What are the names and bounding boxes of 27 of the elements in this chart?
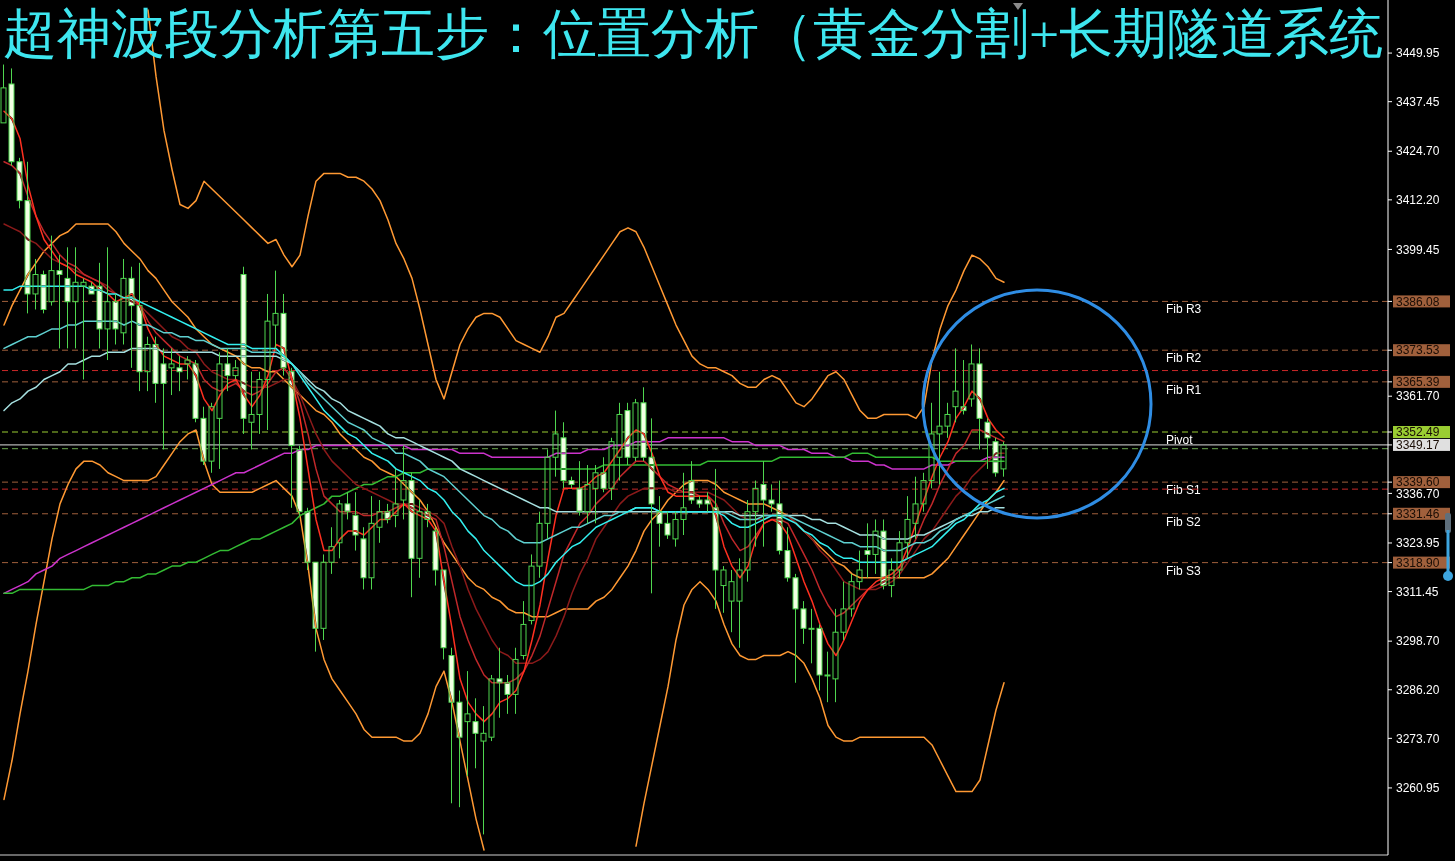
ref-line-label: Fib R2 xyxy=(1165,351,1202,366)
y-tick-label: 3260.95 xyxy=(1396,781,1440,796)
y-tick-label: 3323.95 xyxy=(1396,536,1440,551)
ref-line-label: Fib S2 xyxy=(1165,514,1201,529)
y-tick-label: 3386.08 xyxy=(1396,294,1440,309)
y-tick-label: 3449.95 xyxy=(1396,46,1440,61)
y-tick-label: 3331.46 xyxy=(1396,506,1440,521)
ref-line-label: Fib S3 xyxy=(1165,563,1201,578)
y-tick-label: 3424.70 xyxy=(1396,144,1440,159)
y-tick-label: 3273.70 xyxy=(1396,731,1440,746)
ref-line-label: Fib S1 xyxy=(1165,483,1201,498)
ref-line-label: Fib R1 xyxy=(1165,382,1202,397)
y-tick-label: 3352.49 xyxy=(1396,425,1440,440)
y-tick-label: 3298.70 xyxy=(1396,634,1440,649)
y-tick-label: 3399.45 xyxy=(1396,242,1440,257)
y-tick-label: 3365.39 xyxy=(1396,375,1440,390)
y-tick-label: 3361.70 xyxy=(1396,389,1440,404)
y-tick-label: 3286.20 xyxy=(1396,682,1440,697)
candlestick xyxy=(520,600,527,660)
y-tick-label: 3349.17 xyxy=(1396,438,1440,453)
y-tick-label: 3311.45 xyxy=(1396,584,1439,599)
y-tick-label: 3373.53 xyxy=(1396,343,1440,358)
ref-line-label: Fib R3 xyxy=(1165,302,1202,317)
y-tick-label: 3437.45 xyxy=(1396,94,1440,109)
y-tick-label: 3412.20 xyxy=(1396,193,1440,208)
ref-line-label: Pivot xyxy=(1165,433,1194,448)
y-tick-label: 3318.90 xyxy=(1396,555,1440,570)
